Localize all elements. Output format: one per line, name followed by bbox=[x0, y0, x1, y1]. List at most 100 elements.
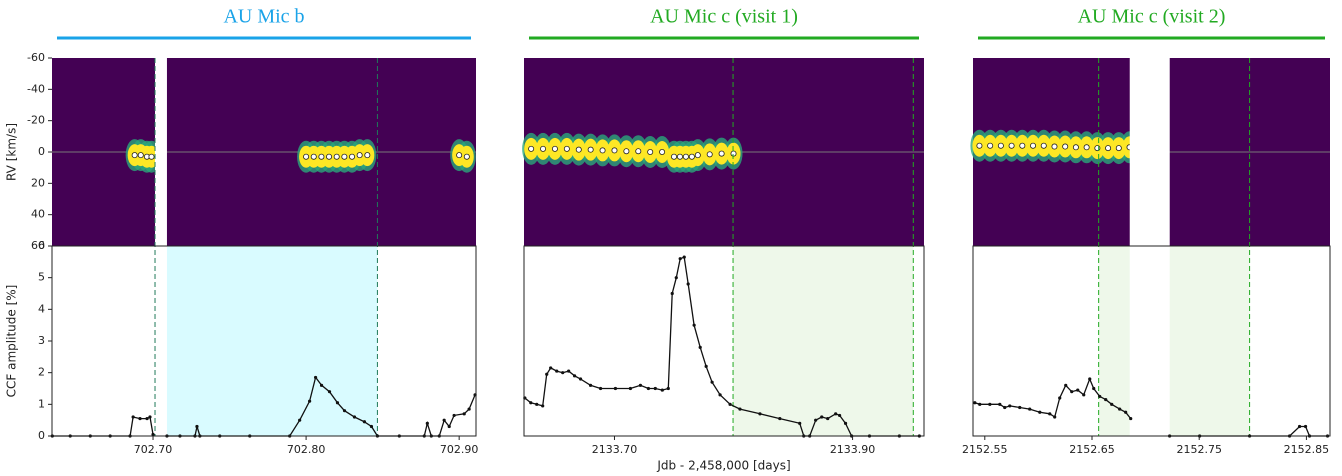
ccf-point bbox=[814, 418, 818, 422]
ccf-point bbox=[195, 424, 199, 429]
ccf-point bbox=[837, 413, 842, 418]
ccf-point bbox=[588, 383, 593, 387]
rv-y-tick-label: -20 bbox=[27, 114, 45, 127]
ccf-point bbox=[561, 371, 565, 375]
rv-point bbox=[671, 153, 678, 160]
ccf-point bbox=[798, 421, 802, 425]
ccf-point bbox=[1048, 412, 1052, 416]
rv-y-tick-label: 40 bbox=[31, 208, 45, 221]
rv-point bbox=[341, 153, 348, 160]
ccf-point bbox=[843, 421, 848, 425]
x-tick-label: 702.70 bbox=[134, 443, 173, 456]
rv-point bbox=[599, 147, 606, 154]
ccf-point bbox=[1110, 402, 1114, 406]
ccf-frame bbox=[972, 245, 1331, 437]
rv-point bbox=[647, 148, 654, 155]
ccf-point bbox=[1076, 388, 1080, 392]
ccf-point bbox=[1104, 397, 1108, 402]
ccf-point bbox=[1064, 383, 1068, 387]
ccf-point bbox=[352, 415, 357, 419]
ccf-point bbox=[131, 415, 135, 419]
ccf-point bbox=[462, 412, 466, 416]
rv-point bbox=[611, 147, 618, 154]
rv-point bbox=[587, 146, 594, 153]
ccf-point bbox=[1088, 377, 1092, 381]
ccf-y-tick-label: 4 bbox=[38, 302, 45, 315]
ccf-point bbox=[738, 407, 742, 411]
ccf-point bbox=[628, 386, 633, 391]
ccf-point bbox=[1038, 410, 1042, 414]
ccf-point bbox=[1098, 394, 1102, 399]
ccf-point bbox=[1303, 424, 1308, 429]
ccf-point bbox=[572, 374, 577, 378]
ccf-point bbox=[692, 323, 696, 327]
ccf-point bbox=[447, 424, 451, 429]
ccf-point bbox=[342, 409, 347, 413]
rv-point bbox=[987, 142, 994, 149]
ccf-point bbox=[151, 432, 155, 437]
ccf-point bbox=[541, 404, 545, 408]
ccf-point bbox=[578, 377, 583, 381]
ccf-point bbox=[1129, 416, 1133, 421]
ccf-point bbox=[1053, 415, 1057, 419]
rv-point bbox=[137, 152, 144, 159]
ccf-point bbox=[138, 416, 142, 421]
rv-axis-label: RV [km/s] bbox=[5, 123, 19, 181]
ccf-point bbox=[1092, 386, 1096, 391]
ccf-point bbox=[674, 276, 678, 280]
x-tick-label: 2133.90 bbox=[830, 443, 876, 456]
ccf-axis-label: CCF amplitude [%] bbox=[5, 285, 19, 398]
ccf-point bbox=[718, 393, 722, 397]
rv-point bbox=[349, 153, 356, 160]
ccf-y-tick-label: 3 bbox=[38, 334, 45, 347]
ccf-point bbox=[710, 380, 714, 384]
x-tick-label: 702.90 bbox=[440, 443, 479, 456]
ccf-line bbox=[974, 377, 1328, 437]
rv-point bbox=[1062, 143, 1069, 150]
ccf-y-tick-label: 0 bbox=[38, 429, 45, 442]
rv-point bbox=[551, 145, 558, 152]
rv-point bbox=[463, 153, 470, 160]
ccf-point bbox=[1118, 407, 1122, 411]
ccf-point bbox=[1018, 405, 1022, 410]
rv-point bbox=[1115, 145, 1122, 152]
ccf-point bbox=[646, 386, 651, 391]
ccf-point bbox=[820, 415, 824, 419]
rv-y-tick-label: -60 bbox=[27, 51, 45, 64]
ccf-point bbox=[1124, 410, 1128, 414]
ccf-point bbox=[978, 402, 982, 406]
ccf-point bbox=[758, 412, 762, 416]
x-tick-label: 2152.65 bbox=[1069, 443, 1115, 456]
rv-point bbox=[364, 152, 371, 159]
ccf-point bbox=[638, 383, 643, 387]
rv-point bbox=[682, 153, 689, 160]
ccf-point bbox=[319, 383, 324, 387]
rv-point bbox=[1083, 144, 1090, 151]
x-tick-label: 2133.70 bbox=[592, 443, 638, 456]
ccf-point bbox=[369, 424, 374, 429]
rv-y-tick-label: 20 bbox=[31, 176, 45, 189]
ccf-point bbox=[682, 255, 686, 259]
panel-title: AU Mic c (visit 1) bbox=[650, 6, 798, 28]
transit-shade bbox=[1098, 246, 1130, 436]
ccf-point bbox=[686, 282, 690, 286]
ccf-point bbox=[535, 402, 539, 406]
rv-point bbox=[1030, 142, 1037, 149]
ccf-point bbox=[313, 375, 318, 380]
ccf-point bbox=[567, 369, 571, 373]
ccf-point bbox=[998, 402, 1002, 406]
rv-point bbox=[1040, 142, 1047, 149]
x-tick-label: 2152.85 bbox=[1284, 443, 1330, 456]
ccf-point bbox=[778, 416, 782, 421]
rv-point bbox=[694, 152, 701, 159]
ccf-point bbox=[298, 418, 302, 422]
ccf-point bbox=[988, 402, 992, 406]
x-tick-label: 2152.55 bbox=[962, 443, 1008, 456]
rv-point bbox=[706, 151, 713, 158]
rv-point bbox=[1105, 145, 1112, 152]
rv-point bbox=[310, 153, 317, 160]
ccf-point bbox=[1028, 407, 1032, 411]
rv-point bbox=[456, 152, 463, 159]
ccf-point bbox=[362, 420, 367, 424]
ccf-point bbox=[1008, 404, 1012, 408]
